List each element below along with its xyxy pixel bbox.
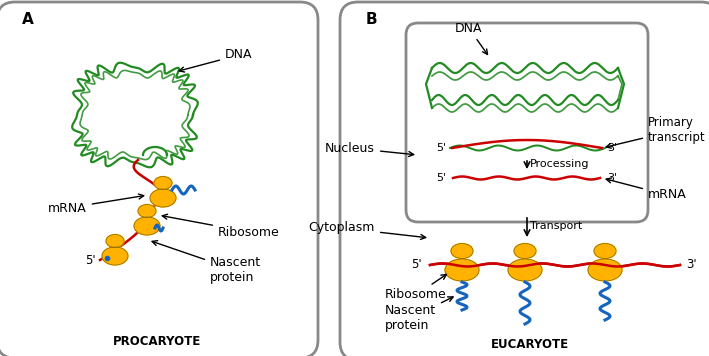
Text: 3': 3' (686, 258, 697, 272)
Ellipse shape (508, 259, 542, 281)
Ellipse shape (134, 217, 160, 235)
Text: 5': 5' (411, 258, 422, 272)
Ellipse shape (588, 259, 622, 281)
Ellipse shape (451, 244, 473, 258)
Text: Cytoplasm: Cytoplasm (308, 221, 425, 240)
Text: 3': 3' (607, 143, 617, 153)
Text: B: B (366, 12, 378, 27)
Text: DNA: DNA (179, 48, 252, 72)
Ellipse shape (445, 259, 479, 281)
FancyBboxPatch shape (340, 2, 709, 356)
Text: 3': 3' (607, 173, 617, 183)
Text: Ribosome: Ribosome (385, 274, 447, 302)
Ellipse shape (106, 235, 124, 247)
Text: Processing: Processing (530, 159, 589, 169)
Text: 5': 5' (436, 173, 446, 183)
Text: 5': 5' (85, 253, 96, 267)
Ellipse shape (154, 177, 172, 189)
Ellipse shape (102, 247, 128, 265)
Text: mRNA: mRNA (606, 178, 687, 201)
Text: Nascent
protein: Nascent protein (385, 297, 453, 332)
Text: DNA: DNA (455, 21, 488, 54)
FancyBboxPatch shape (406, 23, 648, 222)
Ellipse shape (594, 244, 616, 258)
Text: mRNA: mRNA (48, 194, 144, 215)
Text: Transport: Transport (530, 221, 582, 231)
FancyBboxPatch shape (0, 2, 318, 356)
Text: EUCARYOTE: EUCARYOTE (491, 338, 569, 351)
Ellipse shape (138, 204, 156, 218)
Text: Nucleus: Nucleus (325, 141, 413, 157)
Text: 5': 5' (436, 143, 446, 153)
Text: Nascent
protein: Nascent protein (152, 241, 261, 284)
Text: A: A (22, 12, 34, 27)
Text: PROCARYOTE: PROCARYOTE (113, 335, 201, 348)
Text: Ribosome: Ribosome (162, 214, 280, 239)
Ellipse shape (514, 244, 536, 258)
Text: Primary
transcript: Primary transcript (606, 116, 705, 148)
Ellipse shape (150, 189, 176, 207)
